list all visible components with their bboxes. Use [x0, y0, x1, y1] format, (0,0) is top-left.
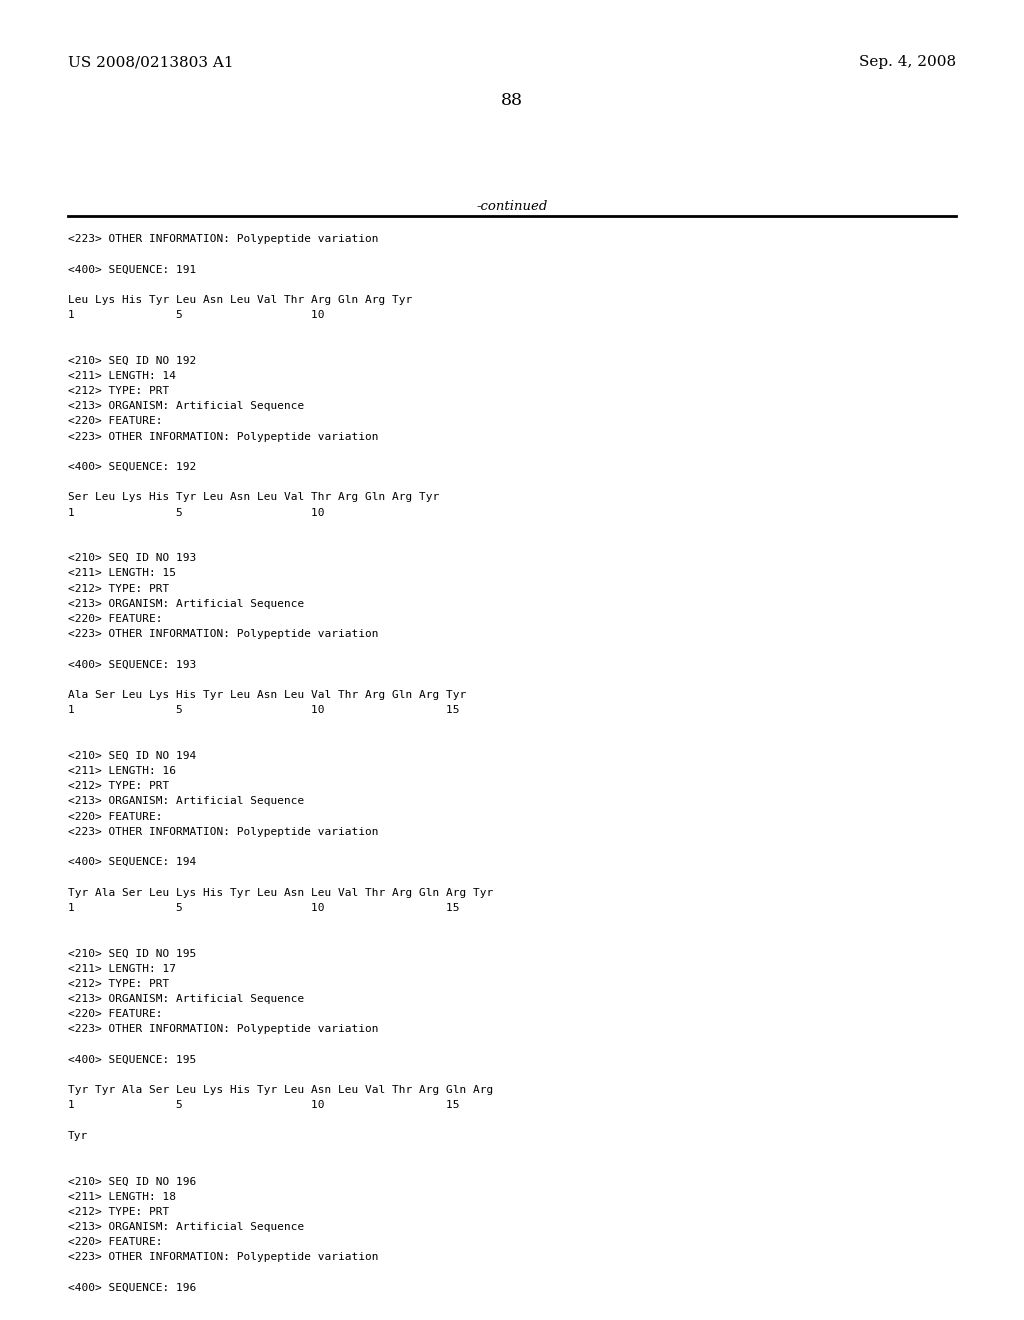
Text: Sep. 4, 2008: Sep. 4, 2008: [859, 55, 956, 69]
Text: <213> ORGANISM: Artificial Sequence: <213> ORGANISM: Artificial Sequence: [68, 401, 304, 412]
Text: <400> SEQUENCE: 194: <400> SEQUENCE: 194: [68, 857, 197, 867]
Text: 1               5                   10                  15: 1 5 10 15: [68, 1101, 460, 1110]
Text: Leu Lys His Tyr Leu Asn Leu Val Thr Arg Gln Arg Tyr: Leu Lys His Tyr Leu Asn Leu Val Thr Arg …: [68, 294, 413, 305]
Text: <210> SEQ ID NO 194: <210> SEQ ID NO 194: [68, 751, 197, 760]
Text: <400> SEQUENCE: 195: <400> SEQUENCE: 195: [68, 1055, 197, 1065]
Text: <213> ORGANISM: Artificial Sequence: <213> ORGANISM: Artificial Sequence: [68, 1222, 304, 1232]
Text: Ala Ser Leu Lys His Tyr Leu Asn Leu Val Thr Arg Gln Arg Tyr: Ala Ser Leu Lys His Tyr Leu Asn Leu Val …: [68, 690, 466, 700]
Text: 1               5                   10: 1 5 10: [68, 508, 325, 517]
Text: <223> OTHER INFORMATION: Polypeptide variation: <223> OTHER INFORMATION: Polypeptide var…: [68, 630, 379, 639]
Text: 1               5                   10: 1 5 10: [68, 310, 325, 319]
Text: 1               5                   10                  15: 1 5 10 15: [68, 903, 460, 913]
Text: Tyr: Tyr: [68, 1131, 88, 1140]
Text: <223> OTHER INFORMATION: Polypeptide variation: <223> OTHER INFORMATION: Polypeptide var…: [68, 826, 379, 837]
Text: US 2008/0213803 A1: US 2008/0213803 A1: [68, 55, 233, 69]
Text: <400> SEQUENCE: 191: <400> SEQUENCE: 191: [68, 264, 197, 275]
Text: <213> ORGANISM: Artificial Sequence: <213> ORGANISM: Artificial Sequence: [68, 994, 304, 1005]
Text: <212> TYPE: PRT: <212> TYPE: PRT: [68, 385, 169, 396]
Text: <400> SEQUENCE: 192: <400> SEQUENCE: 192: [68, 462, 197, 473]
Text: <210> SEQ ID NO 193: <210> SEQ ID NO 193: [68, 553, 197, 564]
Text: <211> LENGTH: 18: <211> LENGTH: 18: [68, 1192, 176, 1201]
Text: <212> TYPE: PRT: <212> TYPE: PRT: [68, 583, 169, 594]
Text: <400> SEQUENCE: 193: <400> SEQUENCE: 193: [68, 660, 197, 669]
Text: <220> FEATURE:: <220> FEATURE:: [68, 416, 163, 426]
Text: Tyr Ala Ser Leu Lys His Tyr Leu Asn Leu Val Thr Arg Gln Arg Tyr: Tyr Ala Ser Leu Lys His Tyr Leu Asn Leu …: [68, 887, 494, 898]
Text: <213> ORGANISM: Artificial Sequence: <213> ORGANISM: Artificial Sequence: [68, 796, 304, 807]
Text: <210> SEQ ID NO 192: <210> SEQ ID NO 192: [68, 355, 197, 366]
Text: -continued: -continued: [476, 201, 548, 213]
Text: <223> OTHER INFORMATION: Polypeptide variation: <223> OTHER INFORMATION: Polypeptide var…: [68, 1253, 379, 1262]
Text: <213> ORGANISM: Artificial Sequence: <213> ORGANISM: Artificial Sequence: [68, 599, 304, 609]
Text: <223> OTHER INFORMATION: Polypeptide variation: <223> OTHER INFORMATION: Polypeptide var…: [68, 234, 379, 244]
Text: <211> LENGTH: 15: <211> LENGTH: 15: [68, 569, 176, 578]
Text: <220> FEATURE:: <220> FEATURE:: [68, 812, 163, 821]
Text: <210> SEQ ID NO 195: <210> SEQ ID NO 195: [68, 948, 197, 958]
Text: <210> SEQ ID NO 196: <210> SEQ ID NO 196: [68, 1176, 197, 1187]
Text: <220> FEATURE:: <220> FEATURE:: [68, 1237, 163, 1247]
Text: 88: 88: [501, 92, 523, 110]
Text: <400> SEQUENCE: 196: <400> SEQUENCE: 196: [68, 1283, 197, 1292]
Text: <212> TYPE: PRT: <212> TYPE: PRT: [68, 979, 169, 989]
Text: <212> TYPE: PRT: <212> TYPE: PRT: [68, 1206, 169, 1217]
Text: <223> OTHER INFORMATION: Polypeptide variation: <223> OTHER INFORMATION: Polypeptide var…: [68, 432, 379, 442]
Text: <211> LENGTH: 14: <211> LENGTH: 14: [68, 371, 176, 380]
Text: 1               5                   10                  15: 1 5 10 15: [68, 705, 460, 715]
Text: <223> OTHER INFORMATION: Polypeptide variation: <223> OTHER INFORMATION: Polypeptide var…: [68, 1024, 379, 1035]
Text: Ser Leu Lys His Tyr Leu Asn Leu Val Thr Arg Gln Arg Tyr: Ser Leu Lys His Tyr Leu Asn Leu Val Thr …: [68, 492, 439, 503]
Text: <220> FEATURE:: <220> FEATURE:: [68, 1010, 163, 1019]
Text: Tyr Tyr Ala Ser Leu Lys His Tyr Leu Asn Leu Val Thr Arg Gln Arg: Tyr Tyr Ala Ser Leu Lys His Tyr Leu Asn …: [68, 1085, 494, 1096]
Text: <220> FEATURE:: <220> FEATURE:: [68, 614, 163, 624]
Text: <211> LENGTH: 16: <211> LENGTH: 16: [68, 766, 176, 776]
Text: <211> LENGTH: 17: <211> LENGTH: 17: [68, 964, 176, 974]
Text: <212> TYPE: PRT: <212> TYPE: PRT: [68, 781, 169, 791]
